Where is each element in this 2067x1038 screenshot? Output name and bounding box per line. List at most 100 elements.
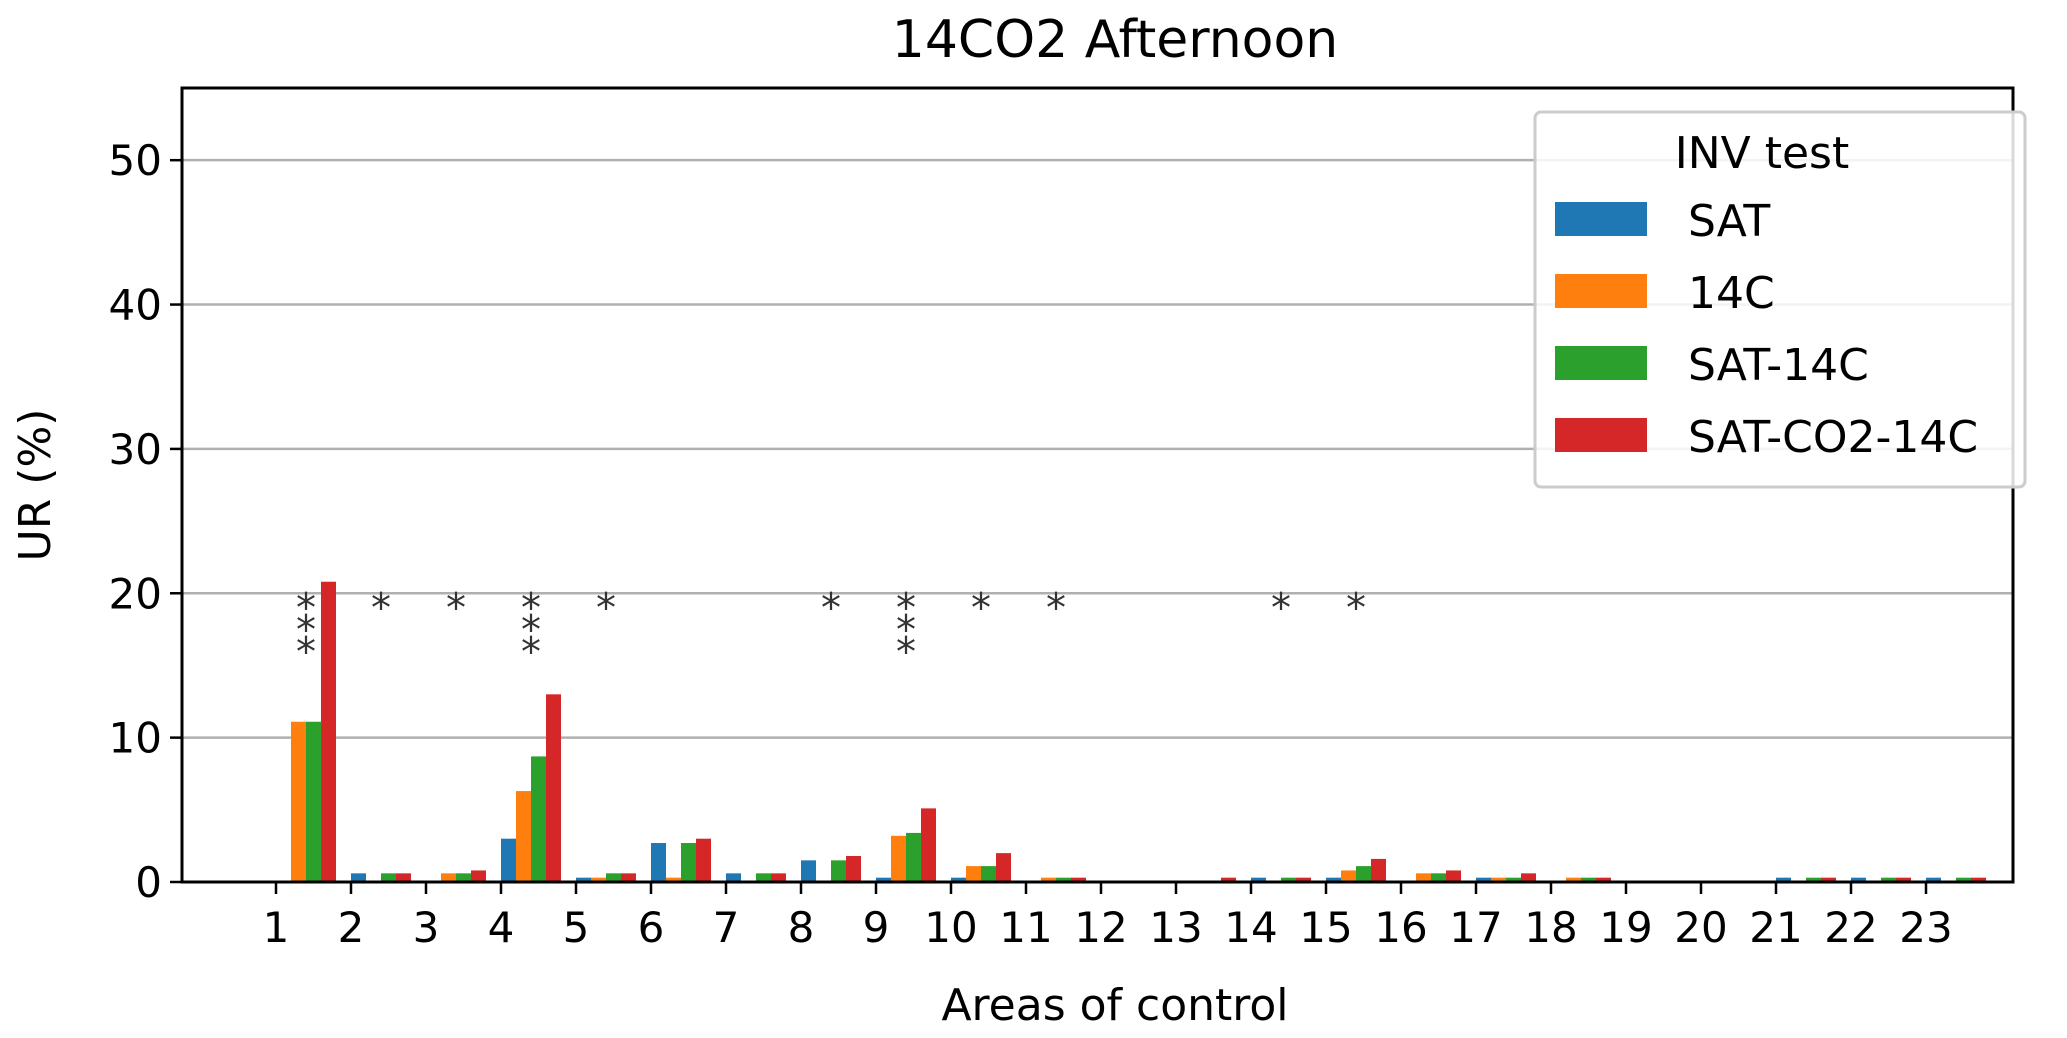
x-tick-label: 16 [1374, 903, 1427, 952]
bar [906, 832, 921, 882]
legend-swatch [1555, 202, 1647, 236]
significance-star: * [596, 585, 616, 631]
y-tick-label: 20 [109, 569, 162, 618]
bar [1581, 877, 1596, 882]
bar [1491, 877, 1506, 882]
bar [1056, 877, 1071, 882]
x-tick-label: 18 [1524, 903, 1577, 952]
y-tick-label: 50 [109, 136, 162, 185]
bar [1806, 877, 1821, 882]
bar [681, 843, 696, 882]
legend-swatch [1555, 346, 1647, 380]
x-tick-label: 7 [713, 903, 740, 952]
significance-annotations: **** * **** * **** * * * [296, 585, 1366, 675]
significance-star: * [1046, 585, 1066, 631]
bar [516, 791, 531, 882]
bar [951, 877, 966, 882]
x-tick-label: 9 [863, 903, 890, 952]
bar [1881, 877, 1896, 882]
bar [351, 873, 366, 882]
x-tick-label: 11 [999, 903, 1052, 952]
bar [1251, 877, 1266, 882]
legend: INV test SAT 14C SAT-14C SAT-CO2-14C [1533, 110, 2027, 489]
bar [1851, 877, 1866, 882]
x-tick-label: 21 [1749, 903, 1802, 952]
bar [1521, 873, 1536, 882]
bar [876, 877, 891, 882]
x-tick-label: 17 [1449, 903, 1502, 952]
bar [1341, 870, 1356, 882]
bar [1596, 877, 1611, 882]
bar [651, 843, 666, 882]
x-tick-label: 8 [788, 903, 815, 952]
bar [381, 873, 396, 882]
y-axis-ticks: 0 10 20 30 40 50 [109, 136, 182, 907]
bar [1566, 877, 1581, 882]
x-tick-label: 23 [1899, 903, 1952, 952]
bar [1356, 866, 1371, 882]
x-tick-label: 22 [1824, 903, 1877, 952]
bar [441, 873, 456, 882]
legend-swatch [1555, 418, 1647, 452]
legend-label: SAT-CO2-14C [1688, 412, 1978, 463]
legend-label: 14C [1688, 268, 1775, 319]
x-tick-label: 10 [924, 903, 977, 952]
x-tick-label: 14 [1224, 903, 1277, 952]
x-tick-label: 20 [1674, 903, 1727, 952]
bar [1971, 877, 1986, 882]
x-tick-label: 15 [1299, 903, 1352, 952]
bar [546, 694, 561, 882]
x-tick-label: 1 [263, 903, 290, 952]
x-tick-label: 5 [563, 903, 590, 952]
x-tick-label: 19 [1599, 903, 1652, 952]
bar [591, 877, 606, 882]
bar [846, 856, 861, 882]
bar [1956, 877, 1971, 882]
bar [1281, 877, 1296, 882]
significance-star: * [1271, 585, 1291, 631]
significance-star: * [821, 585, 841, 631]
bar [981, 866, 996, 882]
bar [771, 873, 786, 882]
bar [1431, 873, 1446, 882]
legend-box [1533, 110, 2027, 489]
y-tick-label: 0 [135, 858, 162, 907]
bar [1041, 877, 1056, 882]
bar [726, 873, 741, 882]
significance-star: * [521, 585, 541, 631]
bar [321, 581, 336, 882]
x-tick-label: 12 [1074, 903, 1127, 952]
bar [621, 873, 636, 882]
x-tick-label: 3 [413, 903, 440, 952]
bar [891, 835, 906, 882]
significance-star: * [896, 607, 916, 653]
x-axis-ticks: 1 2 3 4 5 6 7 8 9 10 11 12 13 14 15 16 17 18 19 20 21 22 23 [263, 882, 1953, 952]
significance-star: * [446, 585, 466, 631]
bar [306, 721, 321, 882]
bar [1821, 877, 1836, 882]
significance-star: * [296, 585, 316, 631]
bar [1776, 877, 1791, 882]
bar [696, 838, 711, 882]
bar [531, 756, 546, 882]
x-tick-label: 6 [638, 903, 665, 952]
x-tick-label: 13 [1149, 903, 1202, 952]
significance-star: * [371, 585, 391, 631]
bar [396, 873, 411, 882]
bar [1296, 877, 1311, 882]
bar [666, 877, 681, 882]
legend-label: SAT-14C [1688, 340, 1869, 391]
bar [576, 877, 591, 882]
legend-title: INV test [1675, 128, 1849, 179]
bar [1221, 877, 1236, 882]
significance-star: * [521, 607, 541, 653]
x-tick-label: 4 [488, 903, 515, 952]
legend-swatch [1555, 274, 1647, 308]
bar [606, 873, 621, 882]
x-axis-label: Areas of control [941, 980, 1288, 1031]
significance-star: * [971, 585, 991, 631]
bar [1071, 877, 1086, 882]
significance-star: * [296, 629, 316, 675]
y-axis-label: UR (%) [10, 409, 61, 562]
